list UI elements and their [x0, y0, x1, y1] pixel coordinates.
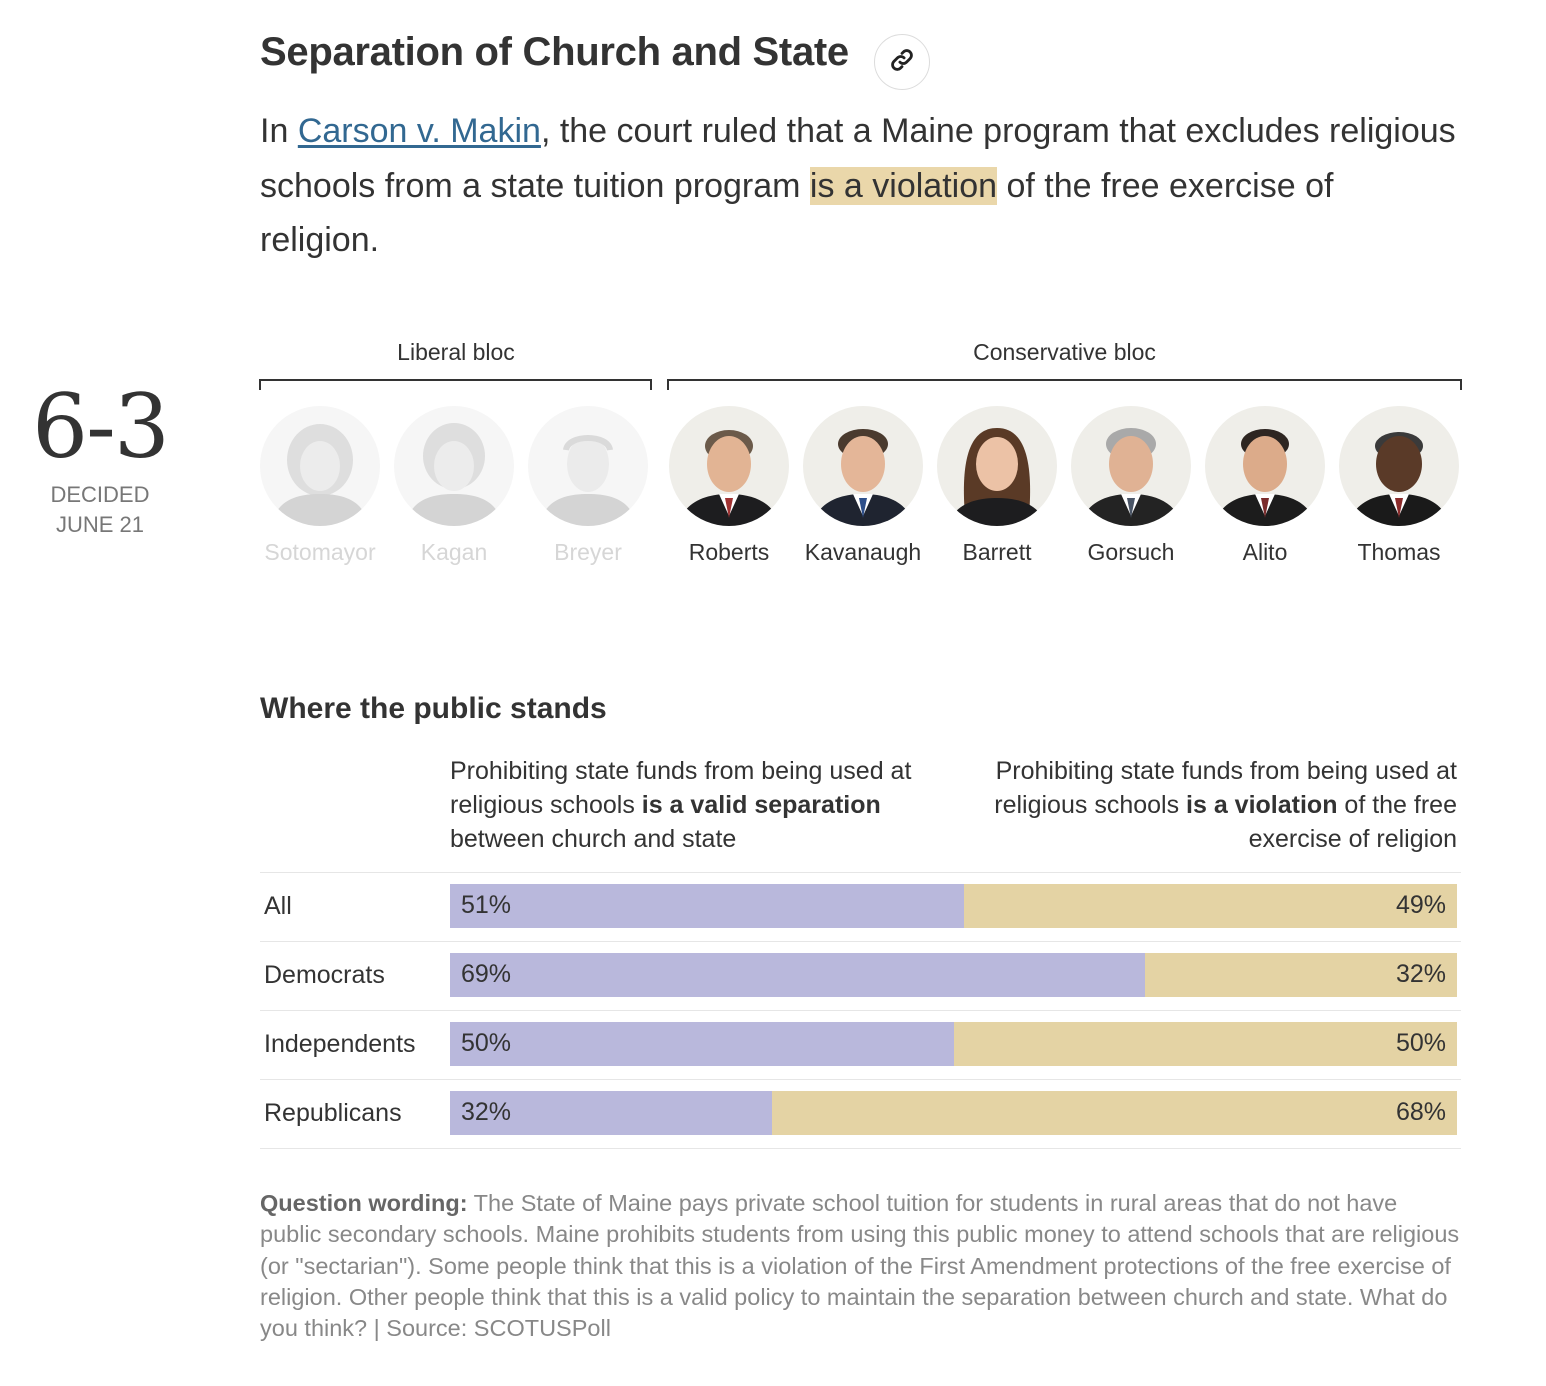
row-divider — [260, 1148, 1461, 1149]
justice-thomas: Thomas — [1332, 406, 1466, 566]
row-divider — [260, 1010, 1461, 1011]
valid-separation-pct: 51% — [461, 891, 512, 919]
row-label: Independents — [264, 1030, 416, 1058]
justice-gorsuch: Gorsuch — [1064, 406, 1198, 566]
valid-separation-pct: 50% — [461, 1029, 512, 1057]
valid-separation-segment — [450, 953, 1145, 997]
decided-date: JUNE 21 — [55, 512, 145, 537]
justice-name: Kavanaugh — [804, 539, 922, 565]
ruling-summary: In Carson v. Makin, the court ruled that… — [260, 112, 1456, 259]
justice-kavanaugh: Kavanaugh — [796, 406, 930, 566]
justice-portrait — [528, 406, 648, 526]
question-wording: Question wording: The State of Maine pay… — [260, 1188, 1460, 1344]
poll-heading: Where the public stands — [260, 692, 607, 725]
violation-header: Prohibiting state funds from being used … — [994, 757, 1457, 853]
violation-pct: 68% — [1395, 1098, 1446, 1126]
violation-pct: 49% — [1395, 891, 1446, 919]
valid-separation-pct: 69% — [461, 960, 512, 988]
justice-portrait — [1205, 406, 1325, 526]
violation-pct: 32% — [1395, 960, 1446, 988]
valid-separation-pct: 32% — [461, 1098, 512, 1126]
justice-name: Sotomayor — [264, 539, 376, 565]
justice-name: Kagan — [420, 539, 488, 565]
justice-portrait — [1339, 406, 1459, 526]
vote-count: 6-3 — [32, 375, 170, 478]
link-icon — [888, 46, 916, 79]
justice-name: Breyer — [554, 539, 622, 565]
justice-portrait — [803, 406, 923, 526]
row-divider — [260, 872, 1461, 873]
justice-name: Alito — [1242, 539, 1288, 565]
justice-portrait — [937, 406, 1057, 526]
ruling-highlight: is a violation — [809, 166, 998, 205]
liberal-bloc-bracket — [259, 379, 652, 390]
poll-bar: 50% 50% — [450, 1022, 1457, 1066]
valid-separation-segment — [450, 884, 964, 928]
valid-separation-segment — [450, 1022, 954, 1066]
poll-bar: 69% 32% — [450, 953, 1457, 997]
justice-sotomayor: Sotomayor — [253, 406, 387, 566]
justice-name: Barrett — [962, 539, 1032, 565]
row-label: Republicans — [264, 1099, 402, 1127]
justice-roberts: Roberts — [662, 406, 796, 566]
liberal-bloc-label: Liberal bloc — [397, 339, 515, 365]
justice-name: Thomas — [1357, 539, 1441, 565]
justice-portrait — [260, 406, 380, 526]
row-divider — [260, 941, 1461, 942]
justice-kagan: Kagan — [387, 406, 521, 566]
case-link[interactable]: Carson v. Makin — [297, 112, 541, 150]
poll-bar: 32% 68% — [450, 1091, 1457, 1135]
justice-name: Roberts — [688, 539, 770, 565]
justice-breyer: Breyer — [521, 406, 655, 566]
poll-bar: 51% 49% — [450, 884, 1457, 928]
decision-date: DECIDED JUNE 21 — [0, 480, 200, 540]
justice-barrett: Barrett — [930, 406, 1064, 566]
violation-pct: 50% — [1395, 1029, 1446, 1057]
conservative-bloc-bracket — [667, 379, 1462, 390]
justice-portrait — [1071, 406, 1191, 526]
conservative-bloc-label: Conservative bloc — [973, 339, 1156, 365]
question-wording-text: The State of Maine pays private school t… — [260, 1190, 1460, 1342]
question-wording-label: Question wording: — [260, 1190, 468, 1216]
section-title: Separation of Church and State — [260, 30, 849, 74]
justice-portrait — [394, 406, 514, 526]
justice-alito: Alito — [1198, 406, 1332, 566]
valid-separation-segment — [450, 1091, 772, 1135]
decided-label: DECIDED — [50, 482, 150, 507]
justice-name: Gorsuch — [1087, 539, 1175, 565]
row-label: Democrats — [264, 961, 385, 989]
justice-portrait — [669, 406, 789, 526]
row-divider — [260, 1079, 1461, 1080]
valid-separation-header: Prohibiting state funds from being used … — [450, 757, 912, 853]
row-label: All — [264, 892, 292, 920]
copy-link-button[interactable] — [874, 34, 930, 90]
